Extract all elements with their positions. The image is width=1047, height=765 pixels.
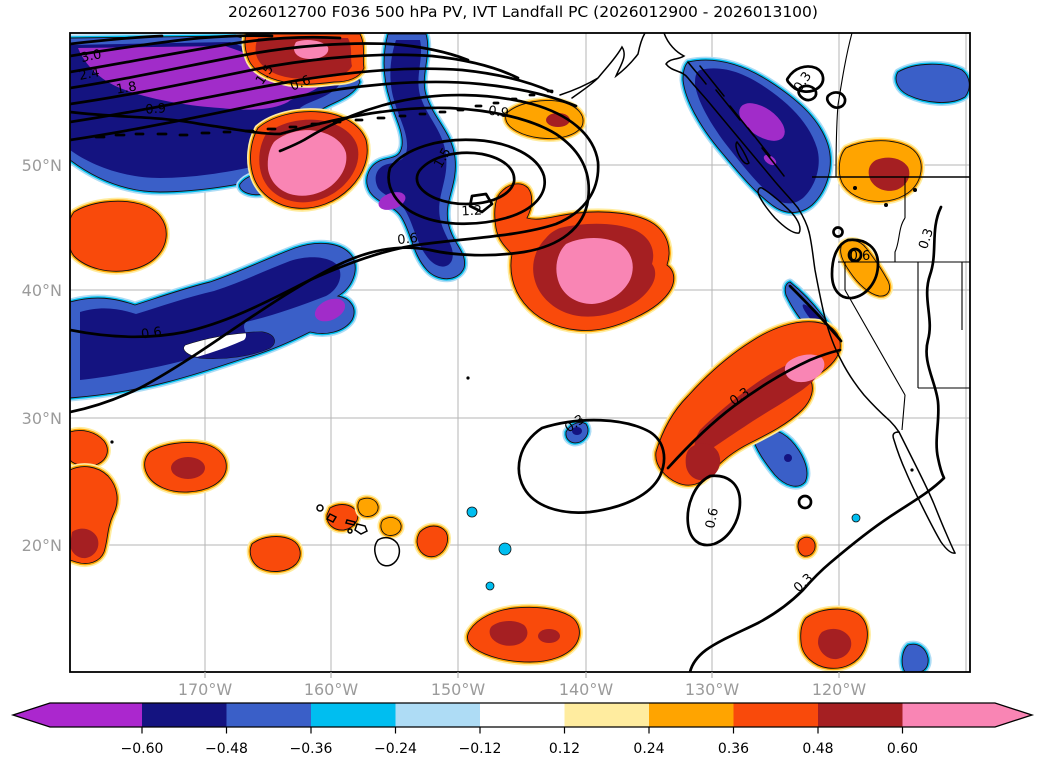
- pv-contour-0p3-mid-loop: [517, 418, 666, 514]
- colorbar-extend-low-arrow: [13, 703, 142, 727]
- contour-label: 0.6: [703, 507, 722, 530]
- x-tick-label: 120°W: [812, 680, 867, 699]
- pv-contour-0p3-east-long: [688, 205, 946, 672]
- us-west-coast: [808, 231, 900, 433]
- y-tick-label: 30°N: [22, 409, 62, 428]
- negative-anomaly-tiny-loop-blue: [566, 422, 588, 442]
- y-axis-tick-labels: 50°N 40°N 30°N 20°N: [22, 156, 62, 555]
- colorbar-tick-label: −0.12: [459, 741, 502, 757]
- colorbar-tick-label: 0.24: [633, 741, 664, 757]
- contour-label: 0.9: [487, 104, 510, 122]
- negative-anomaly-baja-sliver: [753, 429, 807, 486]
- colorbar-segment: [142, 703, 227, 727]
- positive-anomaly-bottom-center: [467, 607, 579, 662]
- contour-label: 0.9: [145, 101, 167, 117]
- y-tick-label: 40°N: [22, 281, 62, 300]
- map-frame: [69, 32, 971, 673]
- pv-contour-1p5-closed: [415, 151, 516, 206]
- colorbar-tick-label: −0.60: [121, 741, 164, 757]
- colorbar-ticks: [141, 727, 904, 734]
- negative-anomaly-cyan-specks: [466, 506, 861, 591]
- contour-label: 0.6: [397, 231, 419, 248]
- pv-contour-0p6: [70, 93, 600, 339]
- small-map-specks: [110, 186, 917, 472]
- colorbar-tick-labels: −0.60 −0.48 −0.36 −0.24 −0.12 0.12 0.24 …: [121, 741, 919, 757]
- contour-label: 0.6: [288, 73, 313, 95]
- pv-contour-0p9: [70, 106, 591, 414]
- haida-gwaii-island: [735, 140, 750, 165]
- positive-anomaly-southwest-group: [70, 430, 300, 571]
- colorbar-outline: [10, 702, 1035, 728]
- contour-label: 0.3: [916, 227, 937, 251]
- bc-fjord-details: [687, 61, 785, 177]
- y-tick-label: 20°N: [22, 536, 62, 555]
- positive-anomaly-bottom-right: [801, 609, 868, 668]
- contour-label: 2.4: [78, 65, 101, 84]
- filled-anomaly-contours: [70, 33, 970, 672]
- x-tick-label: 170°W: [178, 680, 233, 699]
- pv-contour-0p3-band-diagonal: [666, 348, 842, 470]
- positive-anomaly-small-baja: [798, 537, 815, 556]
- p v-contour-lines: [70, 34, 946, 672]
- colorbar-segment: [818, 703, 903, 727]
- positive-anomaly-hawaii-spots: [327, 498, 448, 556]
- colorbar-segment: [395, 703, 480, 727]
- colorbar-segment: [226, 703, 311, 727]
- positive-anomaly-montana: [839, 141, 921, 202]
- pv-fan-contours: [70, 34, 578, 142]
- pv-contour-tiny-circle-c: [797, 494, 813, 510]
- colorbar-tick-label: 0.60: [887, 741, 918, 757]
- pv-contour-tiny-circle-b: [832, 226, 844, 238]
- colorbar-tick-label: 0.12: [549, 741, 580, 757]
- colorbar-tick-label: 0.36: [718, 741, 749, 757]
- negative-anomaly-gulf-band: [367, 33, 465, 279]
- x-tick-label: 130°W: [685, 680, 740, 699]
- contour-label: 3.0: [80, 47, 103, 66]
- negative-anomaly-bottom-right: [902, 644, 928, 672]
- contour-label: 1.8: [115, 79, 138, 97]
- alaska-peninsula-coast: [559, 33, 646, 99]
- pv-contour-0p6-south-loop: [686, 474, 742, 547]
- pv-contour-0p6-oregon-loop: [830, 238, 880, 300]
- contour-label: 0.6: [140, 325, 163, 343]
- positive-anomaly-ne-pacific-main: [495, 184, 674, 331]
- colorbar-tick-label: −0.48: [205, 741, 248, 757]
- colorbar-tick-label: −0.24: [374, 741, 417, 757]
- positive-anomaly-top-center: [506, 100, 583, 138]
- negative-anomaly-top-right: [896, 64, 970, 102]
- pv-contour-coastal-segment: [788, 284, 843, 343]
- pv-contour-tiny-circle-a: [847, 247, 863, 263]
- colorbar-segment: [311, 703, 396, 727]
- contour-label: 0.6: [850, 249, 871, 264]
- negative-anomaly-central-band: [70, 243, 355, 398]
- colorbar-segment: [733, 703, 818, 727]
- baja-peninsula-coast: [892, 431, 957, 554]
- figure-title: 2026012700 F036 500 hPa PV, IVT Landfall…: [228, 3, 818, 21]
- hawaiian-islands: [316, 504, 401, 567]
- positive-anomaly-far-west: [70, 201, 166, 271]
- vancouver-island: [757, 187, 801, 234]
- y-tick-label: 50°N: [22, 156, 62, 175]
- colorbar-segment: [564, 703, 649, 727]
- colorbar-extend-high-arrow: [902, 703, 1032, 727]
- pv-contour-1p8-core: [468, 192, 494, 214]
- colorbar-segment: [480, 703, 565, 727]
- contour-label: 0.3: [791, 571, 816, 596]
- positive-anomaly-socal-band: [656, 322, 840, 485]
- state-borders: [835, 33, 970, 431]
- x-axis-tick-labels: 170°W 160°W 150°W 140°W 130°W 120°W: [178, 672, 867, 699]
- colorbar-tick-label: 0.48: [802, 741, 833, 757]
- pv-contour-1p2-closed: [387, 138, 547, 226]
- alaska-bc-mainland-coast: [663, 33, 810, 233]
- x-tick-label: 150°W: [431, 680, 486, 699]
- colorbar: −0.60 −0.48 −0.36 −0.24 −0.12 0.12 0.24 …: [10, 702, 1035, 757]
- contour-label: 1.2: [461, 203, 482, 219]
- colorbar-tick-label: −0.36: [290, 741, 333, 757]
- x-tick-label: 160°W: [304, 680, 359, 699]
- colorbar-segment: [649, 703, 734, 727]
- x-tick-label: 140°W: [559, 680, 614, 699]
- pv-contour-0p3-top-right-squiggle: [785, 65, 847, 109]
